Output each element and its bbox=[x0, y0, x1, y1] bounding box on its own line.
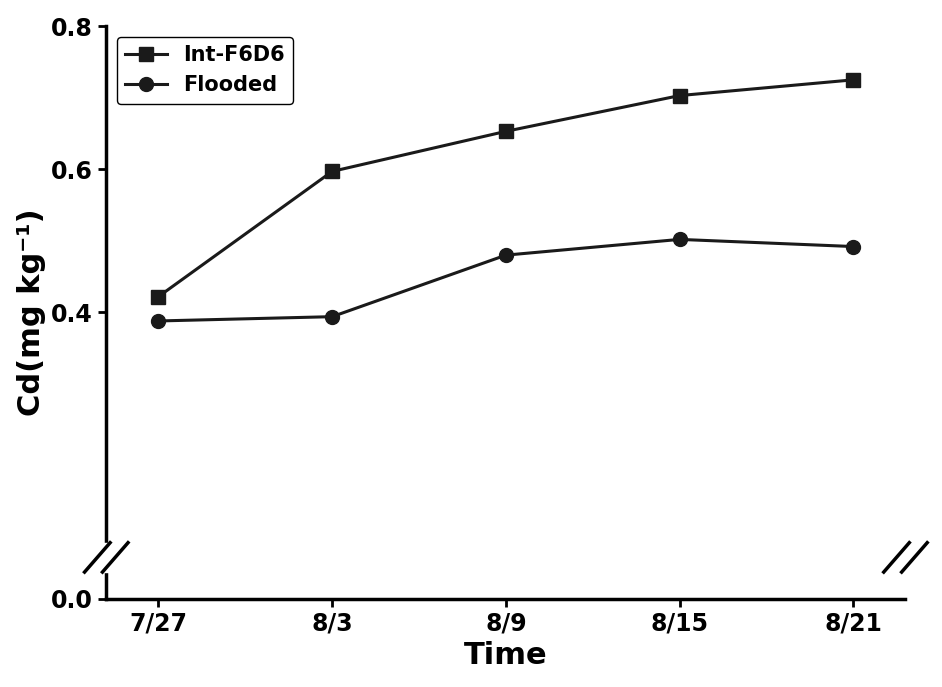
Flooded bbox=[848, 243, 859, 251]
Bar bbox=[92, 543, 121, 572]
Int-F6D6 bbox=[327, 168, 338, 176]
Int-F6D6 bbox=[848, 76, 859, 84]
Flooded bbox=[674, 235, 685, 243]
Bar bbox=[891, 543, 919, 572]
Legend: Int-F6D6, Flooded: Int-F6D6, Flooded bbox=[117, 36, 293, 104]
Int-F6D6 bbox=[500, 127, 512, 135]
Flooded bbox=[153, 317, 164, 325]
Int-F6D6 bbox=[674, 91, 685, 100]
Flooded bbox=[500, 251, 512, 259]
X-axis label: Time: Time bbox=[464, 642, 547, 671]
Line: Flooded: Flooded bbox=[152, 232, 860, 328]
Flooded bbox=[327, 313, 338, 321]
Line: Int-F6D6: Int-F6D6 bbox=[152, 73, 860, 304]
Y-axis label: Cd(mg kg⁻¹): Cd(mg kg⁻¹) bbox=[17, 209, 45, 416]
Int-F6D6 bbox=[153, 293, 164, 301]
